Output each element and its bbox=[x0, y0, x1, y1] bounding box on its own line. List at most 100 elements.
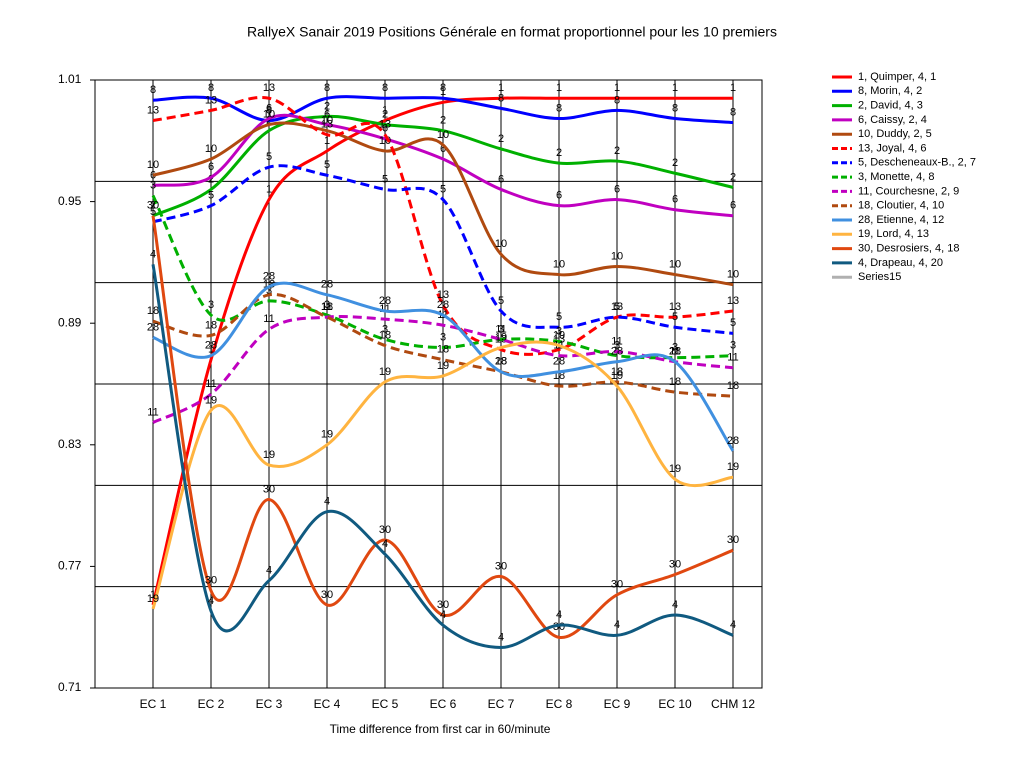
point-label: 30 bbox=[611, 579, 623, 591]
point-label: 3 bbox=[382, 323, 388, 335]
point-label: 4 bbox=[730, 619, 736, 631]
point-label: 3 bbox=[208, 299, 214, 311]
point-label: 5 bbox=[382, 173, 388, 185]
point-label: 30 bbox=[263, 483, 275, 495]
point-label: 4 bbox=[672, 599, 678, 611]
point-label: 2 bbox=[266, 115, 272, 127]
series-line bbox=[152, 164, 734, 335]
point-label: 30 bbox=[205, 575, 217, 587]
point-label: 13 bbox=[669, 301, 681, 313]
series-line bbox=[151, 194, 734, 360]
point-label: 11 bbox=[495, 323, 506, 335]
point-label: 3 bbox=[498, 323, 504, 335]
point-label: 5 bbox=[324, 159, 330, 171]
point-label: 8 bbox=[672, 102, 678, 114]
point-label: 6 bbox=[498, 173, 504, 185]
point-label: 6 bbox=[556, 190, 562, 202]
legend-label: 8, Morin, 4, 2 bbox=[858, 85, 922, 97]
legend-label: Series15 bbox=[858, 271, 901, 283]
point-label: 4 bbox=[498, 631, 504, 643]
point-label: 6 bbox=[730, 200, 736, 212]
point-label: 3 bbox=[556, 325, 562, 337]
point-label: 1 bbox=[440, 86, 446, 98]
point-label: 13 bbox=[205, 94, 217, 106]
series-line bbox=[151, 96, 733, 606]
point-label: 4 bbox=[614, 619, 620, 631]
point-label: 1 bbox=[556, 82, 562, 94]
legend-label: 18, Cloutier, 4, 10 bbox=[858, 200, 944, 212]
y-tick-label: 0.89 bbox=[58, 315, 82, 329]
x-tick-label: EC 8 bbox=[546, 697, 573, 711]
point-label: 28 bbox=[321, 279, 333, 291]
point-label: 28 bbox=[147, 321, 159, 333]
point-label: 13 bbox=[147, 104, 159, 116]
point-label: 1 bbox=[498, 82, 504, 94]
point-label: 5 bbox=[614, 301, 620, 313]
x-tick-label: CHM 12 bbox=[711, 697, 755, 711]
legend-label: 4, Drapeau, 4, 20 bbox=[858, 257, 943, 269]
point-label: 2 bbox=[498, 133, 504, 145]
series-line bbox=[152, 95, 734, 125]
point-label: 11 bbox=[379, 303, 390, 315]
point-label: 10 bbox=[727, 269, 739, 281]
point-label: 10 bbox=[263, 108, 275, 120]
point-label: 4 bbox=[382, 538, 388, 550]
point-label: 2 bbox=[672, 157, 678, 169]
point-label: 11 bbox=[611, 335, 622, 347]
series-line bbox=[152, 315, 734, 424]
legend-label: 28, Etienne, 4, 12 bbox=[858, 214, 944, 226]
point-label: 10 bbox=[437, 129, 449, 141]
point-label: 8 bbox=[324, 82, 330, 94]
point-label: 30 bbox=[727, 534, 739, 546]
legend-label: 11, Courchesne, 2, 9 bbox=[858, 185, 959, 197]
point-label: 19 bbox=[611, 370, 623, 382]
point-label: 11 bbox=[205, 378, 216, 390]
point-label: 6 bbox=[672, 194, 678, 206]
series-line bbox=[152, 293, 734, 398]
series-line bbox=[151, 340, 734, 610]
point-label: 8 bbox=[208, 82, 214, 94]
point-label: 2 bbox=[556, 147, 562, 159]
point-label: 2 bbox=[730, 171, 736, 183]
point-label: 19 bbox=[437, 360, 449, 372]
point-label: 11 bbox=[727, 352, 738, 364]
point-label: 18 bbox=[379, 329, 391, 341]
point-label: 8 bbox=[382, 82, 388, 94]
point-label: 19 bbox=[205, 394, 217, 406]
series-line bbox=[152, 114, 734, 218]
x-tick-label: EC 4 bbox=[314, 697, 341, 711]
point-label: 3 bbox=[324, 299, 330, 311]
point-label: 2 bbox=[208, 173, 214, 185]
point-label: 28 bbox=[611, 346, 623, 358]
point-label: 5 bbox=[266, 151, 272, 163]
point-label: 1 bbox=[382, 104, 388, 116]
point-label: 18 bbox=[669, 376, 681, 388]
x-axis-label: Time difference from first car in 60/min… bbox=[330, 722, 551, 736]
point-label: 1 bbox=[672, 82, 678, 94]
point-label: 30 bbox=[321, 589, 333, 601]
point-label: 5 bbox=[440, 183, 446, 195]
point-label: 5 bbox=[672, 311, 678, 323]
point-label: 19 bbox=[553, 329, 565, 341]
point-label: 18 bbox=[205, 319, 217, 331]
point-label: 18 bbox=[495, 356, 507, 368]
x-tick-label: EC 6 bbox=[430, 697, 457, 711]
point-label: 4 bbox=[324, 496, 330, 508]
point-label: 3 bbox=[614, 340, 620, 352]
series-line bbox=[152, 121, 734, 287]
point-label: 11 bbox=[321, 301, 332, 313]
point-label: 10 bbox=[321, 115, 333, 127]
point-label: 13 bbox=[379, 119, 391, 131]
point-label: 4 bbox=[556, 609, 562, 621]
point-label: 10 bbox=[553, 258, 565, 270]
legend-label: 2, David, 4, 3 bbox=[858, 100, 923, 112]
y-tick-label: 0.83 bbox=[58, 437, 82, 451]
point-label: 8 bbox=[556, 102, 562, 114]
point-label: 28 bbox=[263, 271, 275, 283]
point-label: 30 bbox=[379, 524, 391, 536]
point-label: 30 bbox=[147, 200, 159, 212]
point-label: 10 bbox=[611, 250, 623, 262]
y-tick-label: 0.71 bbox=[58, 680, 82, 694]
point-label: 8 bbox=[440, 82, 446, 94]
